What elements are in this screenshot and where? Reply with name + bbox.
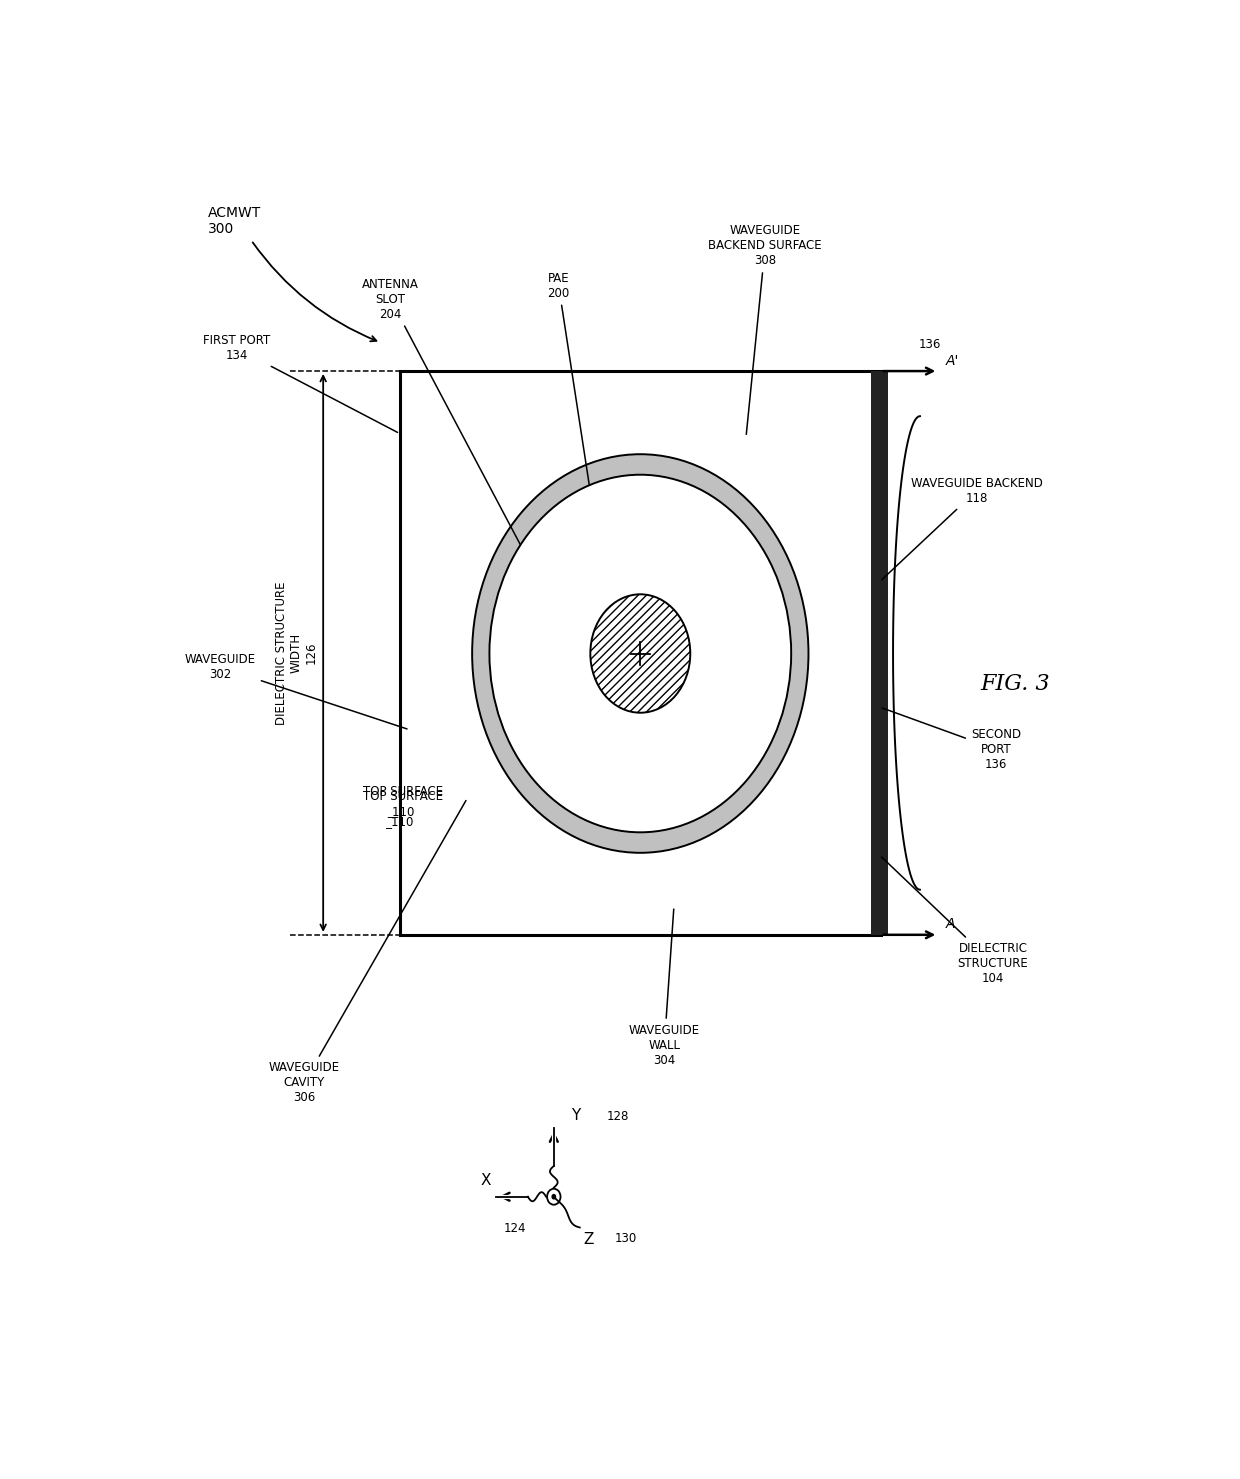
Circle shape [472, 454, 808, 853]
Text: SECOND
PORT
136: SECOND PORT 136 [882, 708, 1021, 771]
Bar [870, 371, 888, 935]
Text: 136: 136 [919, 337, 941, 351]
Text: A': A' [946, 353, 960, 368]
Bar [401, 371, 880, 935]
Text: 130: 130 [615, 1232, 637, 1245]
Text: WAVEGUIDE
BACKEND SURFACE
308: WAVEGUIDE BACKEND SURFACE 308 [708, 225, 822, 435]
Text: RADIUS
308: RADIUS 308 [680, 682, 790, 710]
Text: WAVEGUIDE
302: WAVEGUIDE 302 [185, 654, 407, 729]
Text: TOP SURFACE: TOP SURFACE [363, 785, 443, 799]
Text: Z: Z [584, 1232, 594, 1247]
Text: TOP SURFACE
͟110: TOP SURFACE ͟110 [363, 790, 443, 818]
Text: 128: 128 [606, 1109, 629, 1123]
Text: X: X [481, 1173, 491, 1188]
Circle shape [547, 1189, 560, 1205]
Text: PAE
200: PAE 200 [548, 272, 601, 563]
Text: A: A [946, 917, 955, 932]
Text: ANTENNA
SLOT
204: ANTENNA SLOT 204 [362, 278, 543, 587]
Circle shape [552, 1194, 557, 1199]
Text: FIRST PORT
134: FIRST PORT 134 [203, 334, 398, 432]
Text: 124: 124 [503, 1222, 526, 1235]
Circle shape [590, 595, 691, 713]
Text: WAVEGUIDE BACKEND
118: WAVEGUIDE BACKEND 118 [882, 476, 1043, 580]
Text: FIG. 3: FIG. 3 [981, 673, 1050, 695]
Text: DIELECTRIC STRUCTURE
WIDTH
126: DIELECTRIC STRUCTURE WIDTH 126 [275, 581, 317, 725]
Text: WAVEGUIDE
CAVITY
306: WAVEGUIDE CAVITY 306 [268, 800, 466, 1105]
Text: WAVEGUIDE
WALL
304: WAVEGUIDE WALL 304 [629, 910, 699, 1066]
Circle shape [490, 475, 791, 833]
Text: ACMWT
300: ACMWT 300 [208, 206, 262, 237]
Text: DIELECTRIC
STRUCTURE
104: DIELECTRIC STRUCTURE 104 [882, 856, 1028, 985]
Text: ̲110: ̲110 [392, 815, 414, 828]
Text: Y: Y [572, 1108, 580, 1123]
